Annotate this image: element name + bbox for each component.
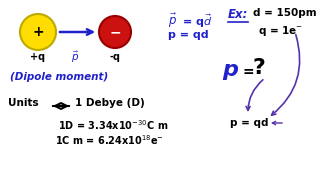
Text: p = qd: p = qd <box>168 30 209 40</box>
Circle shape <box>99 16 131 48</box>
Text: p: p <box>222 60 238 80</box>
Text: +: + <box>32 25 44 39</box>
FancyArrowPatch shape <box>246 80 263 110</box>
Text: (Dipole moment): (Dipole moment) <box>10 72 108 82</box>
Text: =: = <box>242 65 254 79</box>
Text: -q: -q <box>109 52 121 62</box>
Text: ?: ? <box>253 58 266 78</box>
Text: Units: Units <box>8 98 39 108</box>
FancyArrowPatch shape <box>272 35 300 115</box>
Text: +q: +q <box>30 52 45 62</box>
Text: p = qd: p = qd <box>230 118 268 128</box>
Text: $\vec{p}$: $\vec{p}$ <box>71 50 79 66</box>
Text: 1 Debye (D): 1 Debye (D) <box>75 98 145 108</box>
Text: 1C m = 6.24x10$^{18}$e$^{-}$: 1C m = 6.24x10$^{18}$e$^{-}$ <box>55 133 164 147</box>
Text: = q$\vec{d}$: = q$\vec{d}$ <box>182 12 212 30</box>
Text: 1D = 3.34x10$^{-30}$C m: 1D = 3.34x10$^{-30}$C m <box>58 118 168 132</box>
Text: d = 150pm: d = 150pm <box>253 8 316 18</box>
Text: $\vec{p}$: $\vec{p}$ <box>168 12 177 30</box>
Text: Ex:: Ex: <box>228 8 248 21</box>
Circle shape <box>20 14 56 50</box>
Text: q = 1e$^{-}$: q = 1e$^{-}$ <box>258 24 303 38</box>
Text: −: − <box>109 25 121 39</box>
